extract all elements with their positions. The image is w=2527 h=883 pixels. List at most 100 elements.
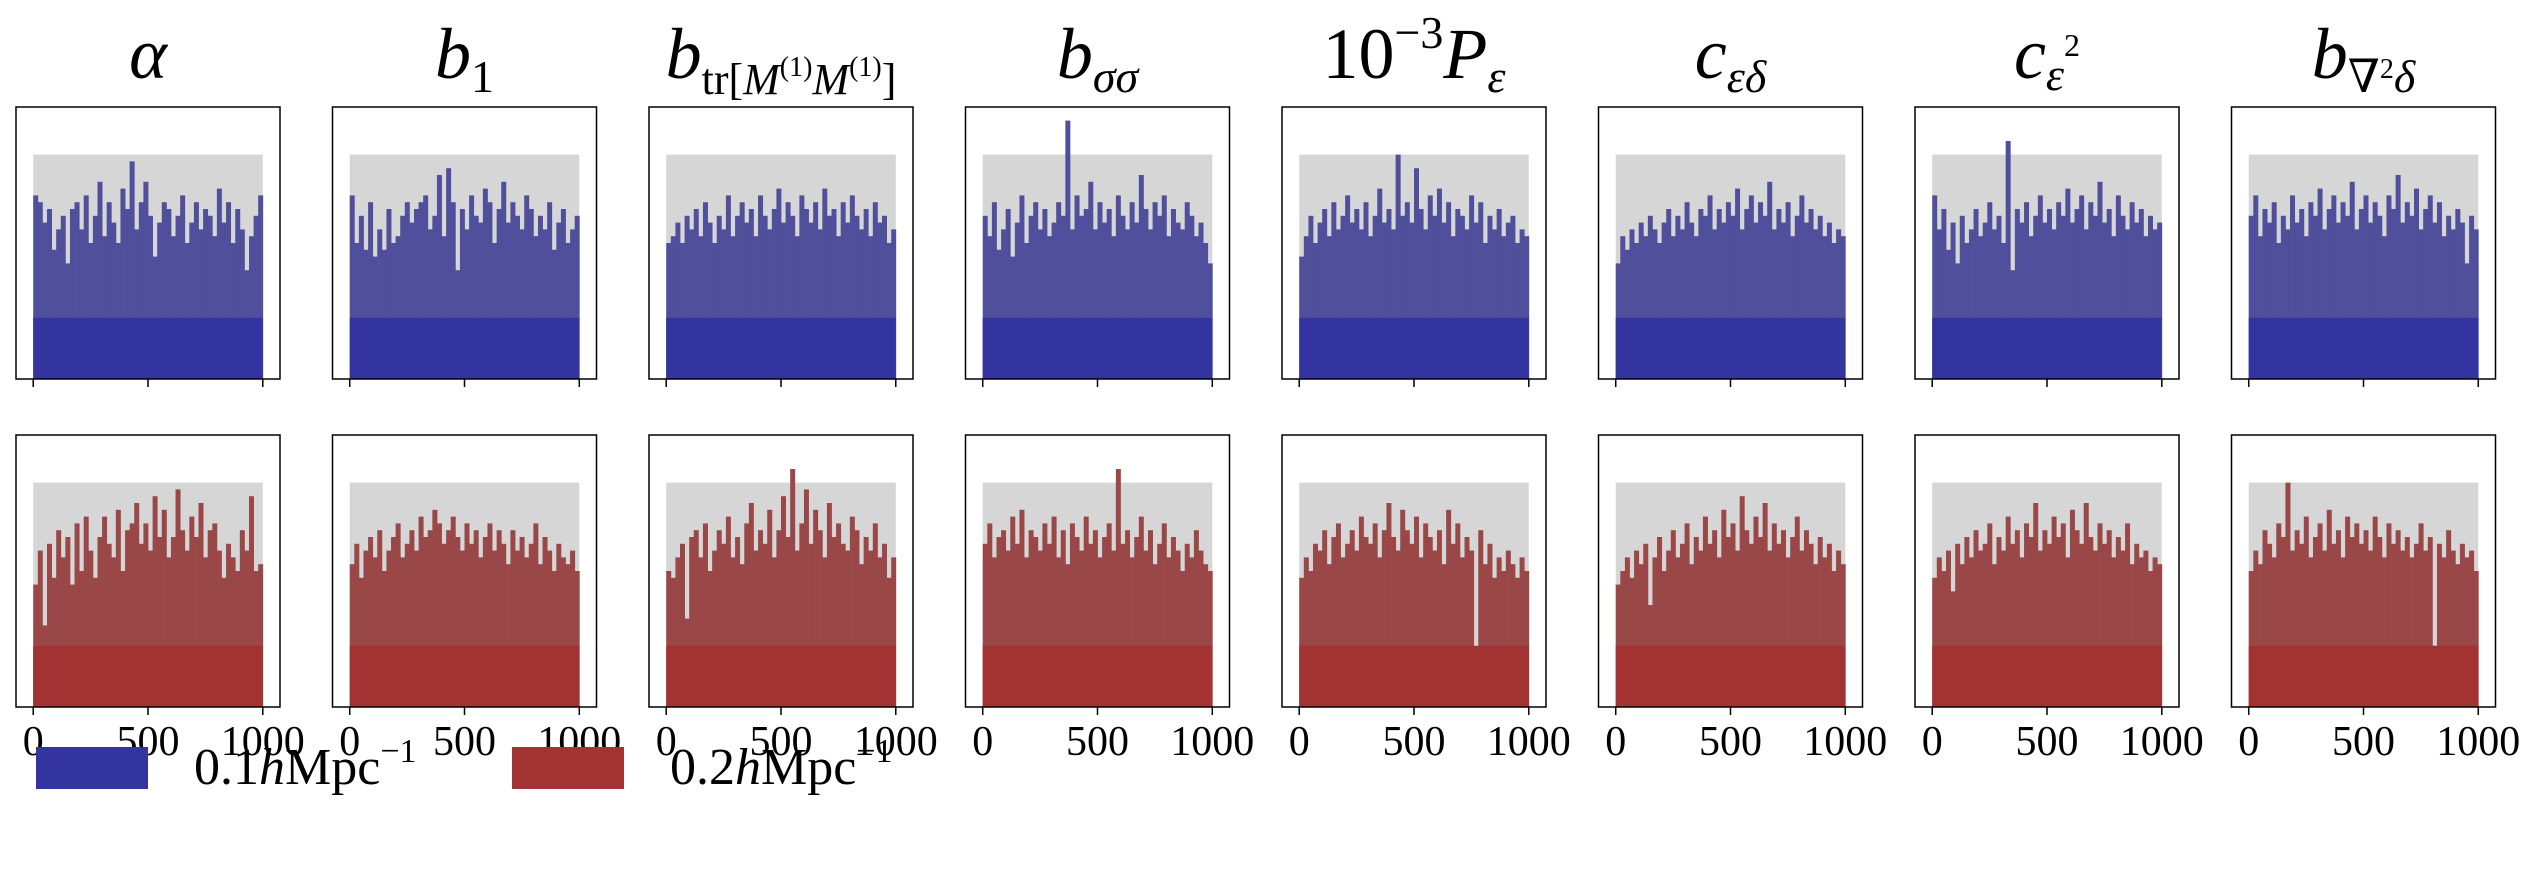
histogram-bar bbox=[2473, 571, 2479, 707]
histogram-bar bbox=[2056, 537, 2062, 707]
histogram-bar bbox=[2111, 236, 2117, 379]
histogram-bar bbox=[1345, 543, 1351, 707]
histogram-bar bbox=[2335, 222, 2341, 379]
histogram-bar bbox=[868, 236, 874, 379]
histogram-bar bbox=[2276, 523, 2282, 707]
histogram-bar bbox=[1317, 222, 1323, 379]
histogram-bar bbox=[1771, 229, 1777, 379]
x-tick-label: 500 bbox=[1066, 719, 1129, 765]
histogram-bar bbox=[2308, 202, 2314, 379]
histogram-bar bbox=[1423, 523, 1429, 707]
histogram-bar bbox=[2019, 222, 2025, 379]
histogram-bar bbox=[377, 530, 383, 707]
histogram-panel-Peps-k02: 0 500 1000 bbox=[1281, 434, 1571, 765]
histogram-bar bbox=[2345, 516, 2351, 707]
histogram-bar bbox=[689, 229, 695, 379]
panel-title-b1: b1 bbox=[435, 14, 494, 102]
histogram-bar bbox=[2427, 537, 2433, 707]
histogram-bar bbox=[2120, 215, 2126, 379]
histogram-bar bbox=[730, 557, 736, 707]
histogram-bar bbox=[125, 209, 131, 379]
histogram-bar bbox=[1698, 550, 1704, 707]
histogram-bar bbox=[161, 509, 167, 707]
histogram-bar bbox=[1386, 209, 1392, 379]
x-tick-label: 500 bbox=[1383, 719, 1446, 765]
histogram-bar bbox=[1799, 195, 1805, 379]
histogram-bar bbox=[418, 516, 424, 707]
histogram-bar bbox=[2253, 550, 2259, 707]
histogram-bar bbox=[1464, 229, 1470, 379]
histogram-bar bbox=[56, 530, 62, 707]
histogram-bar bbox=[1817, 537, 1823, 707]
histogram-bar bbox=[2294, 222, 2300, 379]
histogram-panel-Peps-k01 bbox=[1281, 106, 1547, 387]
histogram-bar bbox=[817, 530, 823, 707]
histogram-bar bbox=[436, 175, 442, 379]
title-sub: M bbox=[811, 55, 851, 104]
histogram-bar bbox=[1776, 543, 1782, 707]
histogram-bar bbox=[148, 550, 153, 707]
legend-sup: −1 bbox=[380, 733, 416, 770]
histogram-bar bbox=[1932, 195, 1938, 379]
histogram-bar bbox=[189, 516, 195, 707]
title-base: b bbox=[435, 14, 471, 94]
histogram-bar bbox=[1698, 209, 1704, 379]
histogram-bar bbox=[1721, 222, 1727, 379]
histogram-bar bbox=[1840, 236, 1846, 379]
histogram-bar bbox=[1492, 577, 1498, 707]
histogram-bar bbox=[1111, 550, 1117, 707]
histogram-bar bbox=[1074, 537, 1080, 707]
histogram-bar bbox=[1148, 530, 1153, 707]
histogram-bar bbox=[1959, 564, 1965, 707]
histogram-bar bbox=[2290, 550, 2296, 707]
histogram-bar bbox=[707, 222, 713, 379]
histogram-bar bbox=[1492, 229, 1498, 379]
histogram-bar bbox=[1712, 229, 1718, 379]
histogram-bar bbox=[1519, 557, 1525, 707]
histogram-bar bbox=[721, 229, 727, 379]
histogram-bar bbox=[1129, 557, 1135, 707]
histogram-bar bbox=[877, 557, 883, 707]
histogram-bar bbox=[1391, 537, 1397, 707]
histogram-bar bbox=[991, 557, 997, 707]
histogram-bar bbox=[1982, 222, 1988, 379]
histogram-bar bbox=[1051, 516, 1057, 707]
histogram-bar bbox=[2372, 516, 2378, 707]
histogram-bar bbox=[409, 222, 415, 379]
histogram-bar bbox=[1790, 236, 1796, 379]
histogram-bar bbox=[1326, 236, 1332, 379]
histogram-bar bbox=[1097, 202, 1103, 379]
histogram-bar bbox=[781, 496, 786, 707]
histogram-bar bbox=[409, 530, 415, 707]
x-tick-label: 1000 bbox=[854, 719, 938, 765]
histogram-bar bbox=[1693, 537, 1699, 707]
histogram-bar bbox=[51, 249, 57, 379]
histogram-bar bbox=[2414, 188, 2419, 379]
histogram-bar bbox=[455, 537, 461, 707]
histogram-bar bbox=[2331, 195, 2337, 379]
panel-title-alpha: α bbox=[129, 14, 168, 94]
histogram-bar bbox=[69, 209, 75, 379]
histogram-bar bbox=[2010, 543, 2016, 707]
histogram-bar bbox=[157, 222, 163, 379]
legend-swatch-k02 bbox=[512, 747, 624, 789]
histogram-bar bbox=[1469, 195, 1475, 379]
histogram-bar bbox=[1083, 209, 1089, 379]
histogram-bar bbox=[2024, 202, 2030, 379]
histogram-bar bbox=[92, 577, 98, 707]
histogram-bar bbox=[2436, 202, 2442, 379]
histogram-panel-bnabla2delta-k01 bbox=[2230, 106, 2497, 387]
histogram-bar bbox=[794, 550, 800, 707]
histogram-bar bbox=[148, 215, 153, 379]
histogram-bar bbox=[776, 530, 782, 707]
histogram-bar bbox=[2354, 523, 2360, 707]
histogram-bar bbox=[469, 543, 475, 707]
histogram-bar bbox=[1088, 181, 1094, 379]
histogram-bar bbox=[92, 215, 98, 379]
histogram-bar bbox=[803, 489, 809, 707]
histogram-bar bbox=[2303, 236, 2309, 379]
histogram-bar bbox=[987, 236, 993, 379]
histogram-bar bbox=[1730, 523, 1736, 707]
histogram-bar bbox=[441, 543, 447, 707]
histogram-bar bbox=[2262, 209, 2268, 379]
